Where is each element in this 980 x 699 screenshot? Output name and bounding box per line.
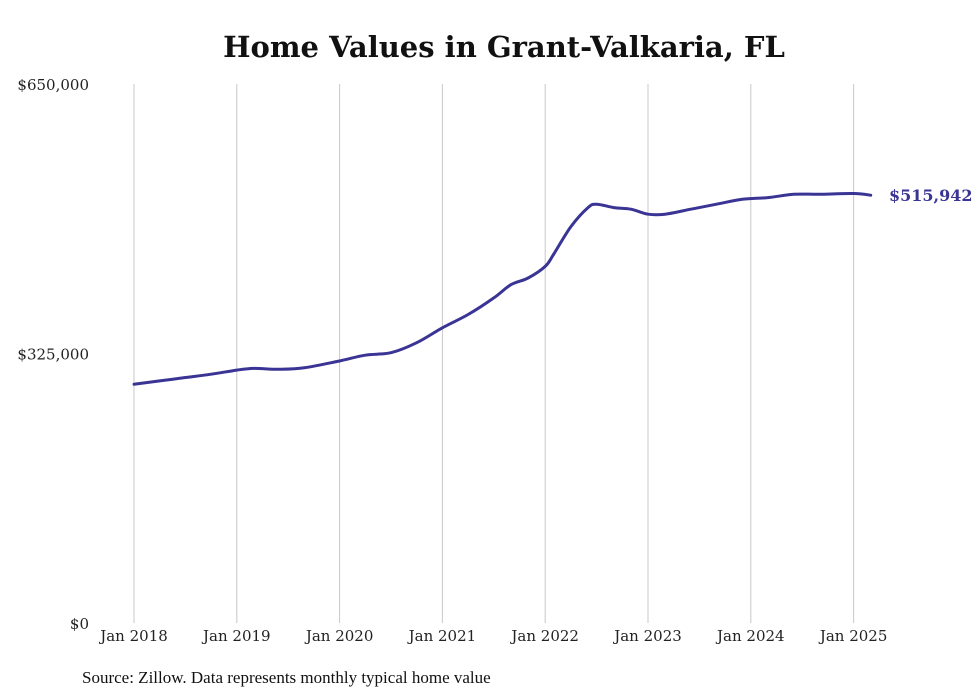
x-tick-label-1: Jan 2019 (201, 627, 271, 645)
x-tick-label-5: Jan 2023 (612, 627, 682, 645)
x-tick-label-6: Jan 2024 (715, 627, 785, 645)
x-tick-label-3: Jan 2021 (407, 627, 477, 645)
end-value-label: $515,942 (889, 186, 973, 205)
series-layer (132, 191, 873, 386)
source-note: Source: Zillow. Data represents monthly … (82, 668, 491, 687)
y-tick-label-2: $650,000 (17, 76, 89, 94)
annotations: $515,942 (889, 186, 973, 205)
y-tick-label-0: $0 (70, 615, 89, 633)
gridlines (133, 84, 855, 623)
x-tick-label-7: Jan 2025 (818, 627, 888, 645)
series-line-0 (132, 191, 873, 386)
x-tick-label-0: Jan 2018 (98, 627, 168, 645)
y-tick-label-1: $325,000 (17, 346, 89, 364)
chart-title: Home Values in Grant-Valkaria, FL (223, 30, 785, 64)
x-tick-label-4: Jan 2022 (509, 627, 579, 645)
x-tick-label-2: Jan 2020 (304, 627, 374, 645)
axis-labels: Jan 2018 Jan 2019 Jan 2020 Jan 2021 Jan 2022… (17, 76, 887, 645)
